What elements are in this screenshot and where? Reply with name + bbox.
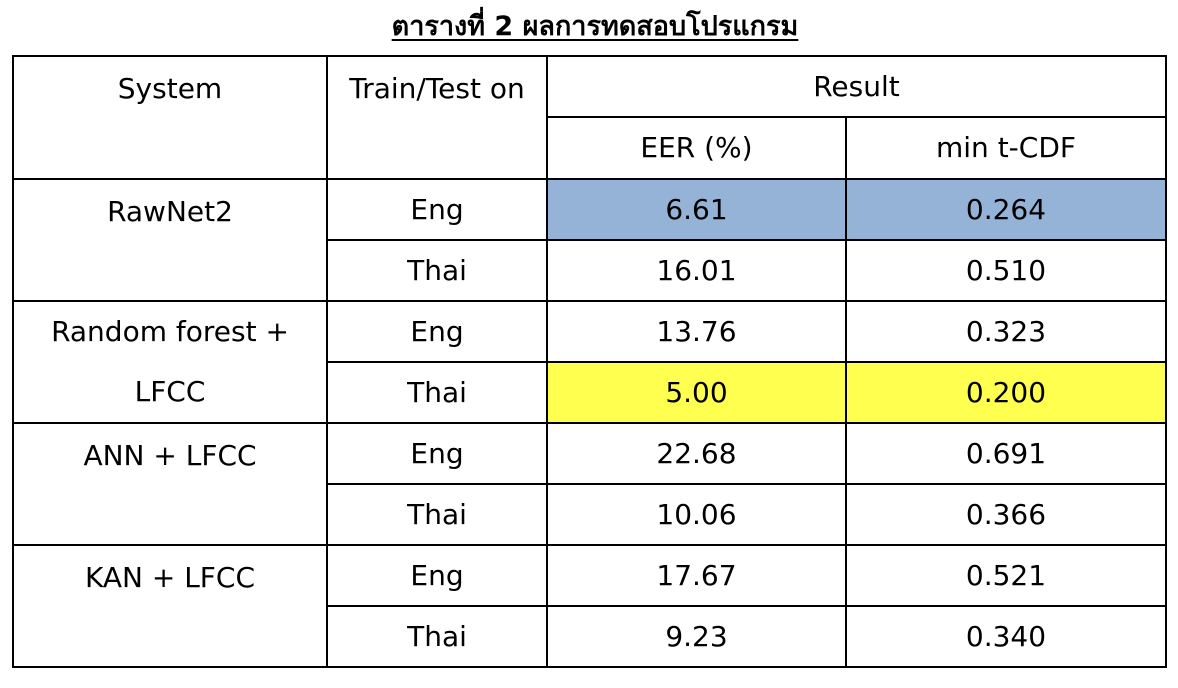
table-row: Thai 16.01 0.510	[13, 239, 1167, 302]
tdcf-cell: 0.510	[845, 239, 1167, 302]
eer-cell: 5.00	[546, 361, 847, 424]
header-tdcf: min t-CDF	[845, 116, 1167, 180]
eer-cell: 13.76	[546, 300, 847, 363]
tdcf-cell: 0.521	[845, 544, 1167, 607]
system-cell: Random forest +	[12, 300, 328, 362]
table-caption: ตารางที่ 2 ผลการทดสอบโปรแกรม	[391, 11, 799, 42]
system-cell-continued: LFCC	[12, 362, 328, 424]
system-cell: ANN + LFCC	[12, 422, 328, 546]
lang-cell: Eng	[326, 422, 548, 485]
lang-cell: Eng	[326, 178, 548, 241]
header-result: Result	[546, 55, 1167, 118]
table-row: ANN + LFCC Eng 22.68 0.691	[12, 422, 1167, 546]
eer-cell: 16.01	[546, 239, 847, 302]
tdcf-cell: 0.366	[845, 483, 1167, 546]
table-row: LFCC Thai 5.00 0.200	[12, 361, 1167, 424]
eer-cell: 6.61	[546, 178, 847, 241]
lang-cell: Eng	[326, 544, 548, 607]
table-row: Random forest + Eng 13.76 0.323	[12, 300, 1167, 363]
tdcf-cell: 0.200	[845, 361, 1167, 424]
tdcf-cell: 0.264	[845, 178, 1167, 241]
eer-cell: 22.68	[546, 422, 847, 485]
header-row: System Train/Test on Result	[12, 55, 1167, 180]
eer-cell: 17.67	[546, 544, 847, 607]
tdcf-cell: 0.323	[845, 300, 1167, 363]
lang-cell: Thai	[326, 605, 548, 668]
table-row: Thai 9.23 0.340	[13, 605, 1167, 668]
results-table: System Train/Test on Result EER (%) min …	[12, 55, 1167, 668]
system-cell: RawNet2	[12, 178, 328, 302]
header-train-test: Train/Test on	[326, 55, 548, 180]
table-row: Thai 10.06 0.366	[13, 483, 1167, 546]
eer-cell: 9.23	[546, 605, 847, 668]
table-row: RawNet2 Eng 6.61 0.264	[12, 178, 1167, 302]
lang-cell: Thai	[326, 361, 548, 424]
table-row: KAN + LFCC Eng 17.67 0.521	[12, 544, 1167, 668]
system-cell: KAN + LFCC	[12, 544, 328, 668]
header-eer: EER (%)	[546, 116, 847, 180]
lang-cell: Eng	[326, 300, 548, 363]
tdcf-cell: 0.340	[845, 605, 1167, 668]
header-system: System	[12, 55, 328, 180]
lang-cell: Thai	[326, 483, 548, 546]
lang-cell: Thai	[326, 239, 548, 302]
tdcf-cell: 0.691	[845, 422, 1167, 485]
subheader-row: EER (%) min t-CDF	[13, 116, 1167, 180]
eer-cell: 10.06	[546, 483, 847, 546]
